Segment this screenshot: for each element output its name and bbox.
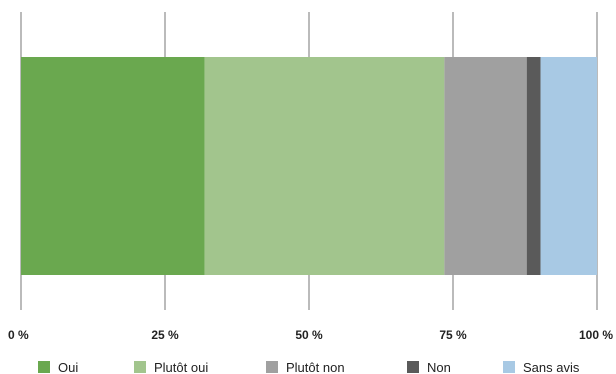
x-tick-label-2: 50 %: [295, 328, 323, 342]
legend-swatch-0: [38, 361, 50, 373]
x-tick-label-0: 0 %: [8, 328, 29, 342]
bar-segment-1: [204, 57, 445, 275]
legend-swatch-4: [503, 361, 515, 373]
legend-label-0: Oui: [58, 360, 78, 374]
legend-label-3: Non: [427, 360, 451, 374]
bar-segment-2: [444, 57, 527, 275]
legend-swatch-2: [266, 361, 278, 373]
legend-label-2: Plutôt non: [286, 360, 345, 374]
bar-segment-3: [526, 57, 541, 275]
x-tick-label-3: 75 %: [439, 328, 467, 342]
x-tick-label-4: 100 %: [579, 328, 613, 342]
bar-segment-4: [540, 57, 597, 275]
legend-label-1: Plutôt oui: [154, 360, 208, 374]
x-axis-tick-labels: 0 % 25 % 50 % 75 % 100 %: [8, 328, 613, 342]
bar-segment-0: [21, 57, 205, 275]
legend-label-4: Sans avis: [523, 360, 580, 374]
stacked-bar: [21, 57, 597, 275]
legend: Oui Plutôt oui Plutôt non Non Sans avis: [38, 360, 580, 374]
x-tick-label-1: 25 %: [151, 328, 179, 342]
legend-swatch-3: [407, 361, 419, 373]
legend-swatch-1: [134, 361, 146, 373]
